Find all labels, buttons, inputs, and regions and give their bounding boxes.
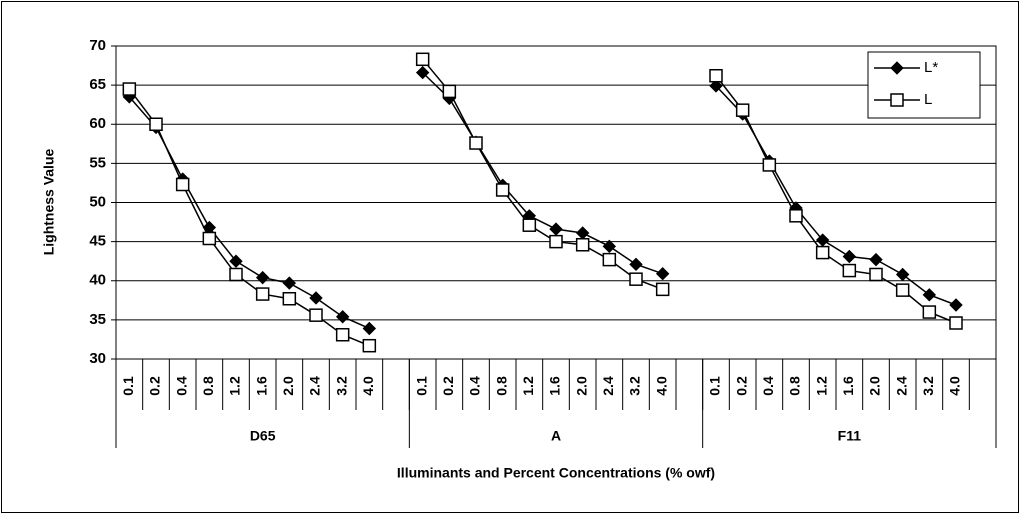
marker — [415, 65, 430, 80]
x-tick-label: 0.8 — [787, 376, 803, 396]
y-tick-label: 30 — [89, 350, 106, 367]
x-tick-label: 0.1 — [120, 376, 136, 396]
legend-label: L* — [924, 59, 938, 76]
x-tick-label: 2.4 — [307, 376, 323, 396]
x-tick-label: 1.2 — [813, 376, 829, 396]
x-tick-label: 0.2 — [147, 376, 163, 396]
x-tick-label: 0.8 — [200, 376, 216, 396]
marker — [922, 288, 937, 302]
marker — [122, 82, 137, 96]
marker — [869, 267, 883, 282]
y-tick-label: 55 — [89, 154, 106, 171]
y-tick-label: 45 — [89, 233, 106, 250]
x-axis-title: Illuminants and Percent Concentrations (… — [397, 465, 715, 481]
marker — [362, 321, 377, 336]
x-tick-label: 0.4 — [760, 376, 776, 396]
marker — [629, 272, 643, 286]
marker — [949, 316, 963, 330]
x-tick-label: 1.6 — [840, 376, 856, 396]
marker — [549, 234, 563, 249]
marker — [335, 310, 350, 324]
marker — [842, 249, 857, 264]
marker — [335, 327, 350, 342]
marker — [202, 231, 217, 246]
marker — [175, 177, 190, 192]
y-tick-label: 35 — [89, 311, 106, 328]
y-axis-title: Lightness Value — [41, 148, 57, 255]
group-label: D65 — [250, 428, 276, 444]
marker — [842, 263, 857, 278]
x-tick-label: 1.6 — [253, 376, 269, 396]
marker — [522, 218, 537, 232]
marker — [890, 61, 904, 75]
x-tick-label: 3.2 — [333, 376, 349, 396]
marker — [895, 283, 910, 297]
marker — [362, 338, 377, 353]
legend-box — [867, 51, 981, 119]
x-tick-label: 2.0 — [573, 376, 589, 396]
y-tick-label: 60 — [89, 115, 106, 132]
marker — [895, 267, 910, 282]
x-tick-label: 1.2 — [227, 376, 243, 396]
x-tick-label: 1.2 — [520, 376, 536, 396]
marker — [869, 252, 883, 267]
x-tick-label: 0.4 — [467, 376, 483, 396]
series-line — [128, 58, 957, 347]
marker — [709, 68, 723, 83]
marker — [255, 270, 270, 285]
marker — [762, 158, 777, 172]
y-tick-label: 70 — [89, 37, 106, 54]
marker — [789, 209, 803, 223]
x-tick-label: 0.8 — [493, 376, 509, 396]
marker — [229, 267, 243, 282]
x-tick-label: 0.1 — [707, 376, 723, 396]
marker — [922, 305, 937, 319]
x-tick-label: 2.4 — [893, 376, 909, 396]
marker — [415, 52, 430, 67]
marker — [735, 103, 750, 117]
group-label: A — [551, 428, 561, 444]
x-tick-label: 0.2 — [440, 376, 456, 396]
x-tick-label: 2.4 — [600, 376, 616, 396]
marker — [575, 238, 590, 252]
x-tick-label: 4.0 — [947, 376, 963, 396]
marker — [469, 136, 483, 150]
x-tick-label: 3.2 — [920, 376, 936, 396]
x-tick-label: 0.4 — [173, 376, 189, 396]
marker — [495, 183, 510, 197]
x-tick-label: 0.2 — [733, 376, 749, 396]
marker — [602, 252, 617, 267]
x-tick-label: 1.6 — [547, 376, 563, 396]
group-label: F11 — [838, 428, 862, 444]
y-tick-label: 65 — [89, 76, 106, 93]
marker — [442, 84, 457, 99]
marker — [655, 282, 670, 297]
marker — [229, 254, 243, 268]
marker — [602, 239, 617, 254]
y-tick-label: 50 — [89, 193, 106, 210]
legend-label: L — [924, 91, 932, 108]
marker — [309, 308, 323, 322]
marker — [709, 79, 723, 93]
marker — [149, 117, 163, 131]
marker — [655, 266, 670, 281]
x-tick-label: 4.0 — [653, 376, 669, 396]
x-tick-label: 3.2 — [627, 376, 643, 396]
marker — [309, 291, 323, 305]
marker — [815, 245, 830, 260]
marker — [282, 276, 297, 290]
x-tick-label: 0.1 — [413, 376, 429, 396]
marker — [890, 93, 904, 107]
x-tick-label: 4.0 — [360, 376, 376, 396]
x-tick-label: 2.0 — [280, 376, 296, 396]
x-tick-label: 2.0 — [867, 376, 883, 396]
marker — [255, 287, 270, 301]
y-tick-label: 40 — [89, 272, 106, 289]
marker — [282, 291, 297, 306]
marker — [629, 257, 643, 272]
marker — [949, 298, 963, 312]
